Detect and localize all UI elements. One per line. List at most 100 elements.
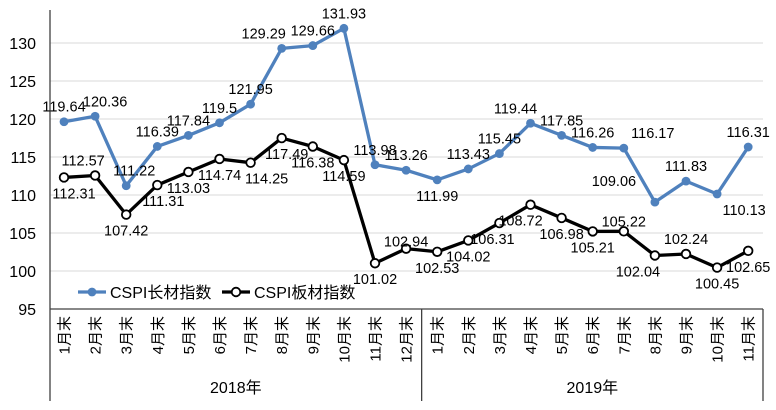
x-axis-month-label: 11月末 (368, 316, 385, 362)
data-point-marker (215, 118, 224, 128)
data-point-label: 102.94 (384, 235, 428, 251)
data-point-marker (245, 157, 256, 168)
data-point-marker (184, 131, 193, 140)
data-point-label: 117.49 (265, 147, 308, 163)
data-point-label: 119.44 (494, 101, 537, 117)
y-axis-label: 105 (9, 226, 36, 243)
data-point-label: 102.04 (616, 264, 660, 280)
data-point-label: 116.31 (727, 125, 770, 141)
data-point-label: 129.66 (291, 24, 335, 40)
data-point-marker (338, 154, 350, 166)
x-axis-month-label: 8月末 (274, 316, 291, 354)
x-axis-month-label: 11月末 (741, 316, 758, 362)
data-point-marker (680, 248, 692, 260)
data-point-label: 113.26 (384, 148, 427, 164)
data-point-label: 109.06 (592, 174, 636, 190)
data-point-marker (152, 142, 162, 151)
data-point-marker (214, 153, 225, 165)
data-point-marker (183, 166, 194, 178)
data-point-marker (556, 212, 567, 224)
x-axis-year-label: 2018年 (210, 379, 262, 397)
x-axis-month-label: 8月末 (647, 316, 664, 354)
data-point-marker (58, 172, 70, 183)
data-point-label: 104.02 (446, 249, 490, 265)
data-point-label: 117.84 (167, 113, 210, 129)
data-point-label: 131.93 (322, 6, 366, 22)
data-point-marker (369, 258, 381, 269)
x-axis-month-label: 4月末 (523, 316, 540, 354)
y-axis-label: 130 (9, 36, 36, 53)
data-point-marker (246, 99, 256, 109)
data-point-label: 113.43 (447, 147, 490, 163)
x-axis-month-label: 1月末 (57, 316, 74, 354)
x-axis-month-label: 7月末 (243, 316, 260, 354)
data-point-marker (308, 41, 318, 50)
x-axis-month-label: 2月末 (461, 316, 478, 354)
x-axis-month-label: 3月末 (119, 316, 136, 354)
x-axis-month-label: 12月末 (399, 316, 416, 363)
data-point-label: 101.02 (353, 272, 397, 288)
y-axis-label: 100 (9, 264, 36, 281)
data-point-label: 111.99 (416, 189, 458, 205)
data-point-label: 107.42 (104, 224, 148, 240)
data-point-label: 105.22 (602, 214, 646, 230)
data-point-marker (89, 170, 101, 181)
x-axis-month-label: 5月末 (554, 316, 571, 354)
data-point-label: 113.03 (167, 181, 210, 197)
data-point-marker (152, 179, 163, 191)
x-axis-month-label: 5月末 (181, 316, 198, 354)
data-point-marker (276, 132, 287, 144)
x-axis-month-label: 10月末 (336, 316, 353, 363)
data-point-label: 111.83 (665, 159, 707, 175)
data-point-label: 121.95 (228, 82, 272, 98)
data-point-label: 102.53 (415, 261, 459, 277)
data-point-label: 129.29 (242, 26, 286, 42)
x-axis-month-label: 6月末 (585, 316, 602, 354)
data-point-marker (649, 250, 661, 261)
data-point-label: 105.21 (571, 240, 615, 256)
data-point-label: 112.31 (52, 186, 95, 202)
data-point-label: 100.45 (695, 277, 739, 293)
legend-marker-icon (230, 286, 242, 298)
y-axis-label: 115 (10, 150, 36, 167)
data-point-marker (681, 176, 691, 186)
data-point-marker (339, 23, 349, 33)
data-point-label: 120.36 (83, 94, 127, 110)
data-point-marker (277, 43, 287, 53)
x-axis-month-label: 2月末 (88, 316, 105, 354)
data-point-marker (370, 160, 380, 170)
data-point-label: 111.22 (113, 164, 155, 180)
data-point-marker (307, 141, 319, 152)
data-point-label: 114.25 (245, 172, 288, 188)
x-axis-month-label: 3月末 (492, 316, 509, 354)
data-point-label: 106.31 (470, 232, 514, 248)
data-point-label: 111.31 (142, 194, 184, 210)
data-point-marker (121, 181, 131, 191)
x-axis-month-label: 9月末 (305, 316, 322, 354)
data-point-label: 102.24 (664, 232, 708, 248)
y-axis-label: 95 (18, 302, 36, 319)
data-point-label: 117.85 (540, 113, 583, 129)
data-point-marker (557, 130, 566, 140)
data-point-label: 113.98 (353, 143, 396, 159)
data-point-marker (401, 165, 411, 175)
data-point-marker (400, 243, 412, 254)
data-point-marker (587, 226, 598, 237)
y-axis-label: 125 (9, 74, 36, 91)
data-point-marker (526, 118, 535, 128)
x-axis-month-label: 6月末 (212, 316, 229, 354)
y-axis-label: 110 (10, 188, 36, 205)
legend-label: CSPI板材指数 (254, 284, 355, 302)
data-point-label: 102.65 (726, 260, 770, 276)
data-point-marker (712, 189, 722, 199)
data-point-marker (525, 199, 536, 210)
legend: CSPI长材指数 CSPI板材指数 (78, 284, 355, 302)
x-axis-month-label: 4月末 (150, 316, 167, 354)
legend-item: CSPI板材指数 (222, 284, 355, 302)
data-point-marker (650, 197, 660, 207)
x-axis-month-label: 10月末 (710, 316, 727, 363)
data-point-label: 114.59 (322, 169, 365, 185)
data-point-marker (619, 143, 629, 153)
